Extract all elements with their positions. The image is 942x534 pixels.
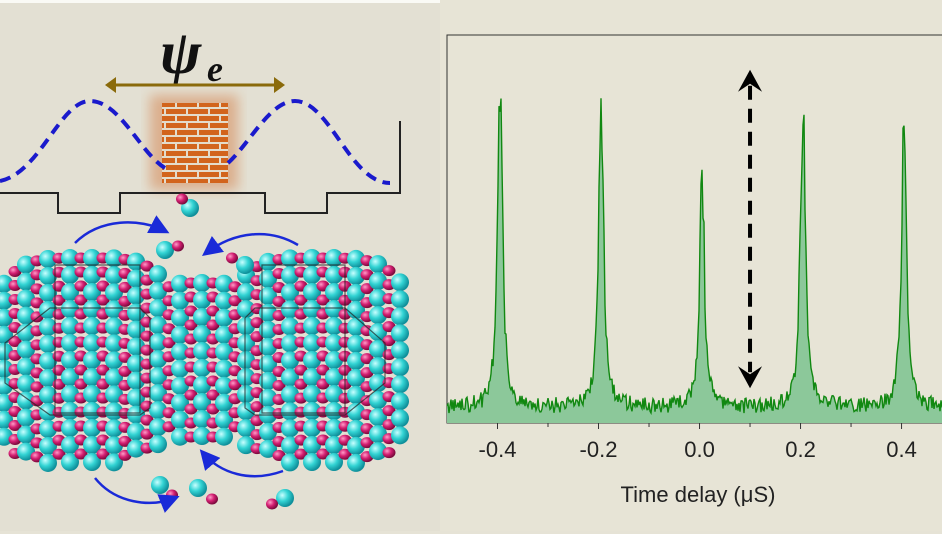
wavefunction-subscript: e [207,49,223,89]
wavefunction-symbol: ψ [160,19,202,87]
nanocrystal-lattice [0,249,409,472]
x-tick-label: 0.2 [785,437,816,462]
molecule [156,240,184,259]
flow-arrow-icon [94,477,180,513]
flow-arrow-icon [74,215,170,244]
x-tick-label: 0.0 [684,437,715,462]
x-axis-label: Time delay (μS) [621,482,776,507]
ligand-molecules [151,193,294,510]
nanocrystal-diagram-panel: ψ e [0,0,440,531]
plot-frame [446,34,942,424]
molecule [266,489,294,510]
arrow-up-icon [738,69,763,92]
x-tick-label: -0.2 [580,437,618,462]
nanocrystal-diagram: ψ e [0,19,409,513]
x-tick-label: 0.4 [886,437,917,462]
series-line [446,98,942,416]
flow-arrow-icon [199,449,284,478]
potential-well-line [0,121,401,214]
molecule [151,476,178,501]
molecule [189,479,218,505]
wavefunction-width-arrow [105,77,285,93]
flow-arrows [74,215,299,513]
molecule [176,193,199,217]
chart-panel: -0.4 -0.2 0.0 0.2 0.4 Time delay (μS) [440,0,942,531]
x-tick-label: -0.4 [479,437,517,462]
brick-wall-barrier [150,95,238,190]
flow-arrow-icon [202,232,299,257]
arrow-down-icon [738,366,763,389]
wavefunction-curve [0,98,391,185]
dashed-double-arrow [738,69,763,389]
series-fill [447,98,942,423]
time-delay-chart: -0.4 -0.2 0.0 0.2 0.4 Time delay (μS) [446,34,942,507]
molecule [226,252,254,274]
